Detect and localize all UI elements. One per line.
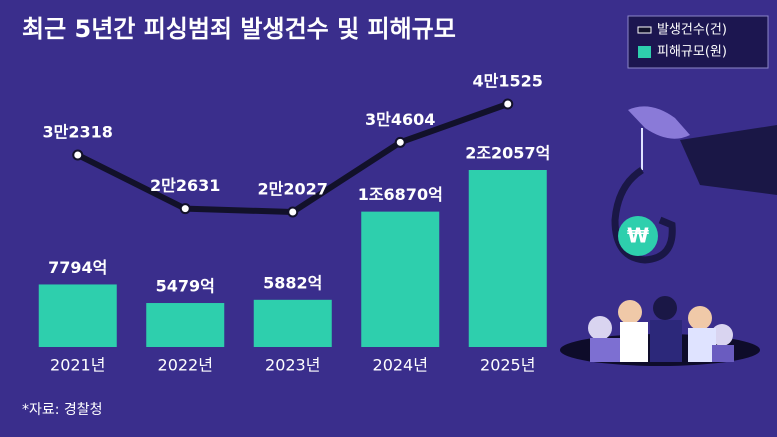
- bar-value-label: 7794억: [48, 258, 107, 277]
- bar-value-label: 5479억: [156, 277, 215, 296]
- legend-box: [627, 15, 769, 69]
- bar-value-label: 2조2057억: [465, 144, 550, 163]
- x-tick-label: 2022년: [158, 356, 213, 375]
- x-tick-label: 2025년: [480, 356, 535, 375]
- bar: [146, 303, 225, 347]
- source: *자료: 경찰청: [22, 402, 103, 418]
- line-value-label: 2만2027: [258, 180, 328, 199]
- line-value-label: 3만4604: [365, 110, 435, 129]
- bar: [38, 284, 117, 347]
- line-point: [394, 136, 406, 148]
- bar: [361, 211, 440, 347]
- bar-value-label: 5882억: [263, 273, 322, 292]
- legend-swatch: [637, 26, 652, 34]
- chart-title: 최근 5년간 피싱범죄 발생건수 및 피해규모: [22, 15, 456, 43]
- line-point: [502, 98, 514, 110]
- bar: [468, 170, 547, 347]
- line-point: [179, 203, 191, 215]
- bar-value-label: 1조6870억: [358, 185, 443, 204]
- line-value-label: 3만2318: [43, 122, 113, 141]
- illustration: ₩: [560, 106, 777, 366]
- won-icon: ₩: [627, 224, 649, 248]
- x-tick-label: 2023년: [265, 356, 320, 375]
- line-value-label: 4만1525: [473, 72, 543, 91]
- line-point: [72, 149, 84, 161]
- legend-swatch: [638, 46, 651, 58]
- legend-label: 발생건수(건): [657, 23, 727, 38]
- bar: [253, 299, 332, 347]
- line-value-label: 2만2631: [150, 176, 220, 195]
- line-point: [287, 206, 299, 218]
- x-tick-label: 2024년: [373, 356, 428, 375]
- x-tick-label: 2021년: [50, 356, 105, 375]
- legend-label: 피해규모(원): [657, 45, 727, 60]
